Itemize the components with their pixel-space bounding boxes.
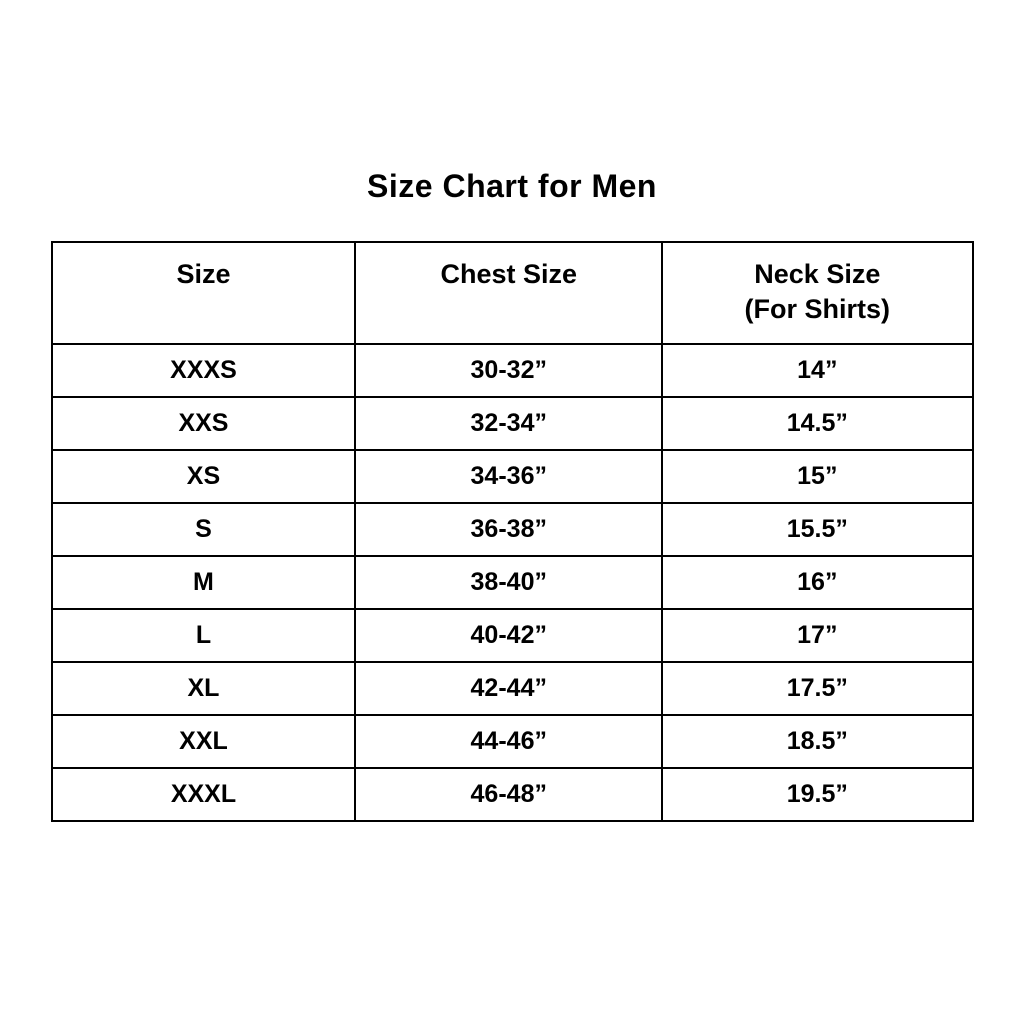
chest-size-cell: 32-34” xyxy=(354,396,664,451)
neck-size-cell: 16” xyxy=(661,555,974,610)
chest-size-cell: 40-42” xyxy=(354,608,664,663)
chest-size-cell: 34-36” xyxy=(354,449,664,504)
chest-size-cell: 46-48” xyxy=(354,767,664,822)
table-row: XXL 44-46” 18.5” xyxy=(50,714,974,769)
neck-size-cell: 14.5” xyxy=(661,396,974,451)
size-cell: M xyxy=(50,555,357,610)
chest-size-cell: 44-46” xyxy=(354,714,664,769)
size-cell: XXXL xyxy=(50,767,357,822)
chest-size-cell: 38-40” xyxy=(354,555,664,610)
page-title: Size Chart for Men xyxy=(367,168,657,204)
table-header-row: Size Chest Size Neck Size (For Shirts) xyxy=(50,241,974,345)
size-cell: S xyxy=(50,502,357,557)
column-header-chest-size-label: Chest Size xyxy=(440,259,578,289)
table-row: S 36-38” 15.5” xyxy=(50,502,974,557)
table-row: M 38-40” 16” xyxy=(50,555,974,610)
size-cell: L xyxy=(50,608,357,663)
size-cell: XL xyxy=(50,661,357,716)
neck-size-cell: 15” xyxy=(661,449,974,504)
neck-size-cell: 18.5” xyxy=(661,714,974,769)
chest-size-cell: 42-44” xyxy=(354,661,664,716)
chest-size-cell: 36-38” xyxy=(354,502,664,557)
size-cell: XS xyxy=(50,449,357,504)
column-header-size-label: Size xyxy=(176,259,231,289)
table-row: XL 42-44” 17.5” xyxy=(50,661,974,716)
chest-size-cell: 30-32” xyxy=(354,343,664,398)
column-header-chest-size: Chest Size xyxy=(354,241,664,345)
size-chart-table: Size Chest Size Neck Size (For Shirts) X… xyxy=(50,241,974,822)
column-header-neck-size: Neck Size (For Shirts) xyxy=(661,241,974,345)
size-cell: XXXS xyxy=(50,343,357,398)
neck-size-cell: 19.5” xyxy=(661,767,974,822)
table-row: L 40-42” 17” xyxy=(50,608,974,663)
table-row: XS 34-36” 15” xyxy=(50,449,974,504)
neck-size-cell: 17.5” xyxy=(661,661,974,716)
table-body: XXXS 30-32” 14” XXS 32-34” 14.5” XS 34-36” 15” S 3… xyxy=(50,343,974,822)
table-row: XXS 32-34” 14.5” xyxy=(50,396,974,451)
table-row: XXXL 46-48” 19.5” xyxy=(50,767,974,822)
column-header-neck-size-line1: Neck Size xyxy=(754,259,881,289)
column-header-size: Size xyxy=(50,241,357,345)
column-header-neck-size-line2: (For Shirts) xyxy=(744,294,891,325)
table-row: XXXS 30-32” 14” xyxy=(50,343,974,398)
neck-size-cell: 17” xyxy=(661,608,974,663)
neck-size-cell: 14” xyxy=(661,343,974,398)
size-cell: XXL xyxy=(50,714,357,769)
size-cell: XXS xyxy=(50,396,357,451)
neck-size-cell: 15.5” xyxy=(661,502,974,557)
